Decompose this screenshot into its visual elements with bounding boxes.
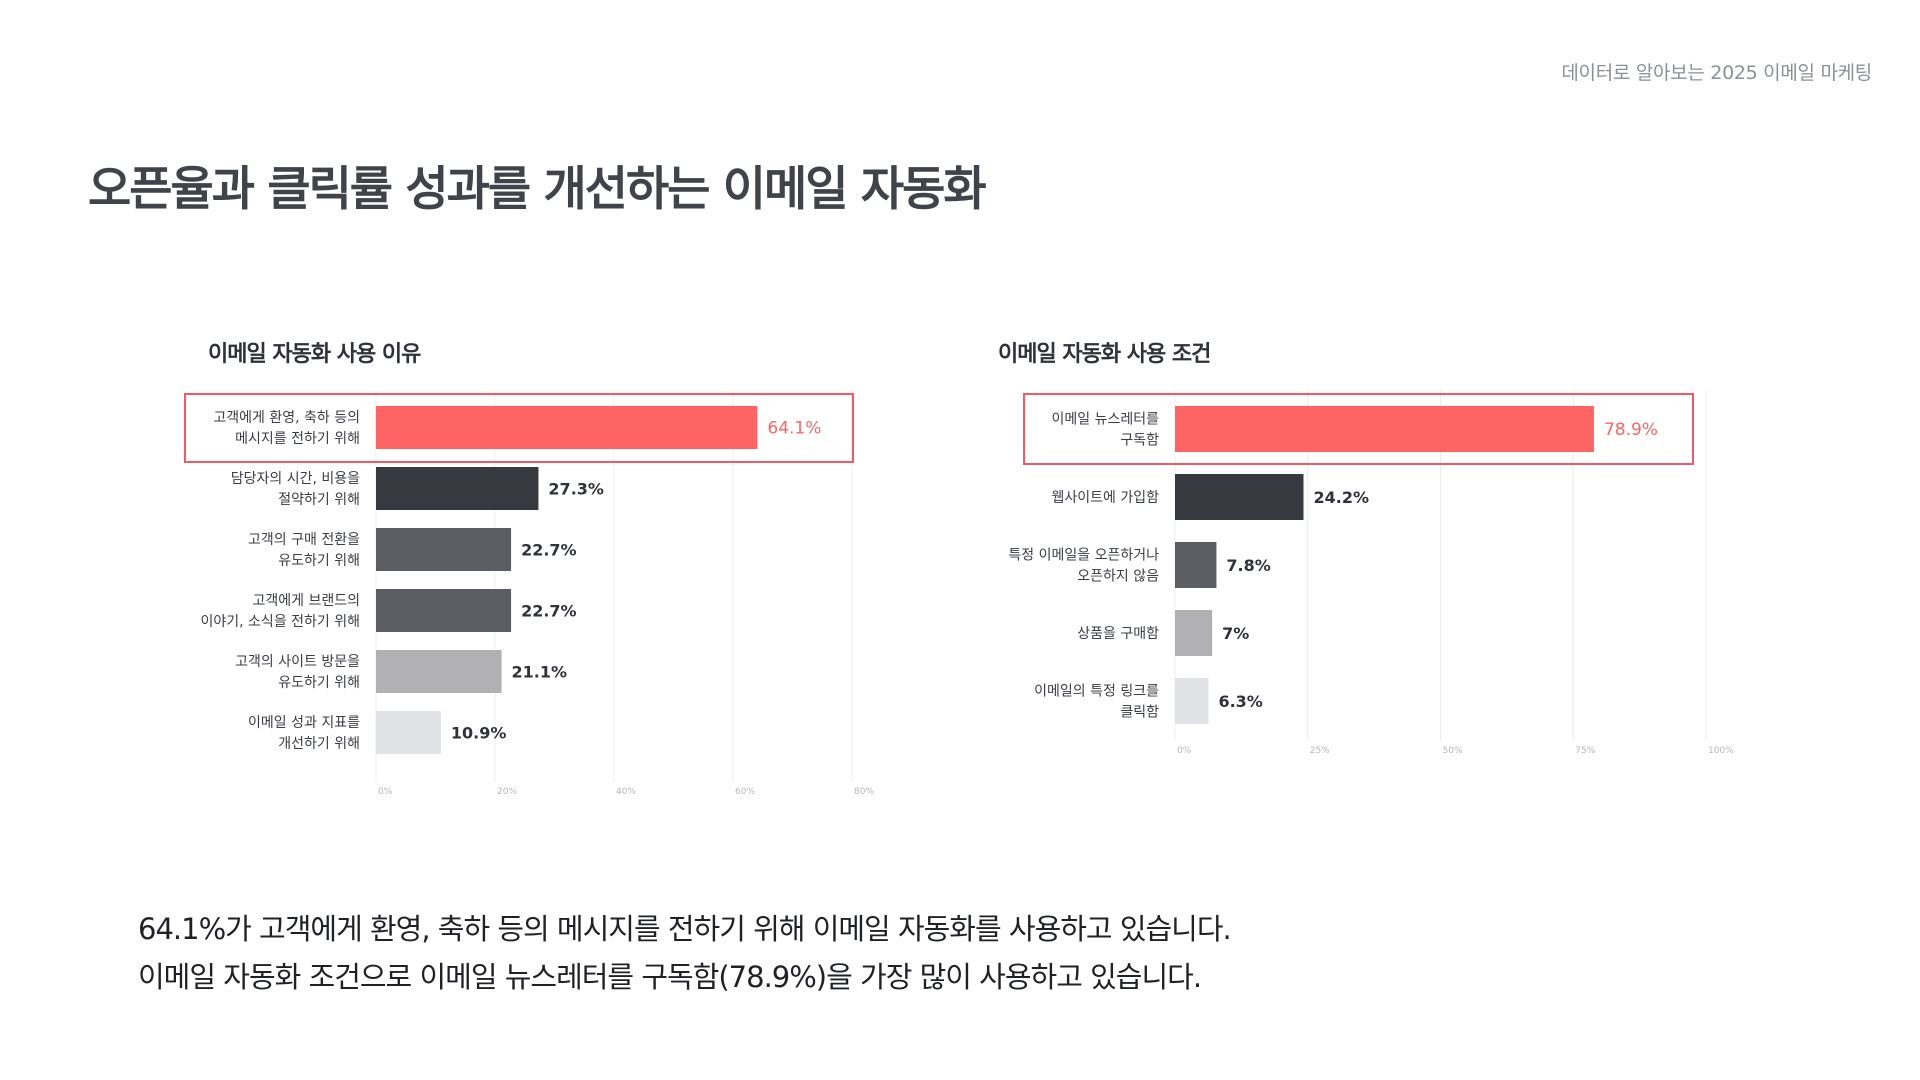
chart2-tick-label: 0% — [1177, 746, 1192, 756]
chart1-category-label: 메시지를 전하기 위해 — [235, 431, 360, 447]
chart1-value-label: 27.3% — [548, 480, 604, 499]
chart1-category-label: 고객의 사이트 방문을 — [235, 654, 360, 670]
chart1-category-label: 고객에게 브랜드의 — [253, 593, 361, 609]
chart1-category-label: 절약하기 위해 — [278, 492, 360, 508]
chart1-bar — [376, 467, 538, 510]
chart1-tick-label: 20% — [497, 787, 517, 797]
chart1-bar — [376, 589, 511, 632]
chart1-value-label: 22.7% — [521, 541, 577, 560]
chart2-value-label: 7.8% — [1226, 556, 1270, 575]
chart1-bar — [376, 711, 441, 754]
chart2-bar — [1175, 474, 1304, 520]
summary: 64.1%가 고객에게 환영, 축하 등의 메시지를 전하기 위해 이메일 자동… — [138, 905, 1231, 1001]
chart1-value-label: 21.1% — [512, 663, 568, 682]
chart1-category-label: 유도하기 위해 — [278, 675, 360, 691]
chart1-tick-label: 60% — [735, 787, 755, 797]
chart2-value-label: 78.9% — [1604, 420, 1658, 440]
chart2-bar — [1175, 542, 1216, 588]
chart1-category-label: 고객에게 환영, 축하 등의 — [213, 410, 360, 426]
chart1-category-label: 유도하기 위해 — [278, 553, 360, 569]
chart2-value-label: 24.2% — [1314, 488, 1370, 507]
chart1-category-label: 이야기, 소식을 전하기 위해 — [201, 614, 360, 630]
chart2-category-label: 이메일 뉴스레터를 — [1052, 412, 1160, 428]
chart1-value-label: 22.7% — [521, 602, 577, 621]
chart2-category-label: 특정 이메일을 오픈하거나 — [1008, 548, 1159, 564]
chart1-bar — [376, 650, 502, 693]
chart1-bar — [376, 406, 757, 449]
chart2-category-label: 구독함 — [1120, 433, 1159, 449]
chart2-category-label: 오픈하지 않음 — [1077, 569, 1159, 585]
chart2-tick-label: 50% — [1443, 746, 1463, 756]
chart1-category-label: 개선하기 위해 — [278, 736, 360, 752]
chart1-value-label: 10.9% — [451, 724, 507, 743]
chart1-category-label: 담당자의 시간, 비용을 — [231, 471, 360, 487]
chart1-bar — [376, 528, 511, 571]
chart1-tick-label: 80% — [854, 787, 874, 797]
chart2-tick-label: 75% — [1575, 746, 1595, 756]
chart1-category-label: 이메일 성과 지표를 — [248, 715, 360, 731]
chart2-category-label: 이메일의 특정 링크를 — [1034, 684, 1159, 700]
chart2-value-label: 7% — [1222, 624, 1249, 643]
chart2-tick-label: 100% — [1708, 746, 1734, 756]
chart1-category-label: 고객의 구매 전환을 — [248, 532, 360, 548]
chart2-bar — [1175, 678, 1208, 724]
chart1-value-label: 64.1% — [767, 419, 821, 439]
chart2-value-label: 6.3% — [1218, 692, 1262, 711]
chart1-tick-label: 0% — [378, 787, 393, 797]
summary-line-2: 이메일 자동화 조건으로 이메일 뉴스레터를 구독함(78.9%)을 가장 많이… — [138, 953, 1231, 1001]
chart1-tick-label: 40% — [616, 787, 636, 797]
chart2-bar — [1175, 610, 1212, 656]
chart2-tick-label: 25% — [1310, 746, 1330, 756]
chart2-category-label: 클릭함 — [1120, 705, 1159, 721]
summary-line-1: 64.1%가 고객에게 환영, 축하 등의 메시지를 전하기 위해 이메일 자동… — [138, 905, 1231, 953]
chart2-bar — [1175, 406, 1594, 452]
chart2-category-label: 상품을 구매함 — [1077, 626, 1159, 642]
chart2-category-label: 웹사이트에 가입함 — [1052, 490, 1160, 506]
